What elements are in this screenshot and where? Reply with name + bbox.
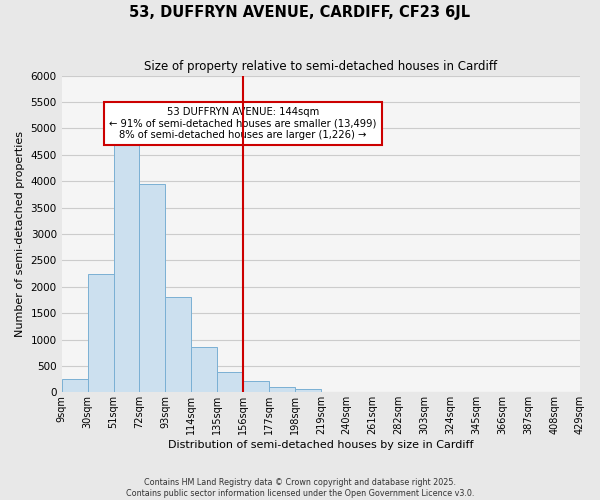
Bar [139, 184, 166, 392]
Bar [269, 387, 295, 392]
Bar [191, 348, 217, 393]
Bar [88, 274, 113, 392]
Bar [295, 388, 321, 392]
Bar [113, 131, 139, 392]
Y-axis label: Number of semi-detached properties: Number of semi-detached properties [15, 131, 25, 337]
Bar [166, 298, 191, 392]
Bar [243, 380, 269, 392]
Title: Size of property relative to semi-detached houses in Cardiff: Size of property relative to semi-detach… [144, 60, 497, 73]
Text: 53, DUFFRYN AVENUE, CARDIFF, CF23 6JL: 53, DUFFRYN AVENUE, CARDIFF, CF23 6JL [130, 5, 470, 20]
Bar [217, 372, 243, 392]
Bar [62, 379, 88, 392]
Text: Contains HM Land Registry data © Crown copyright and database right 2025.
Contai: Contains HM Land Registry data © Crown c… [126, 478, 474, 498]
X-axis label: Distribution of semi-detached houses by size in Cardiff: Distribution of semi-detached houses by … [168, 440, 473, 450]
Text: 53 DUFFRYN AVENUE: 144sqm
← 91% of semi-detached houses are smaller (13,499)
8% : 53 DUFFRYN AVENUE: 144sqm ← 91% of semi-… [109, 107, 377, 140]
